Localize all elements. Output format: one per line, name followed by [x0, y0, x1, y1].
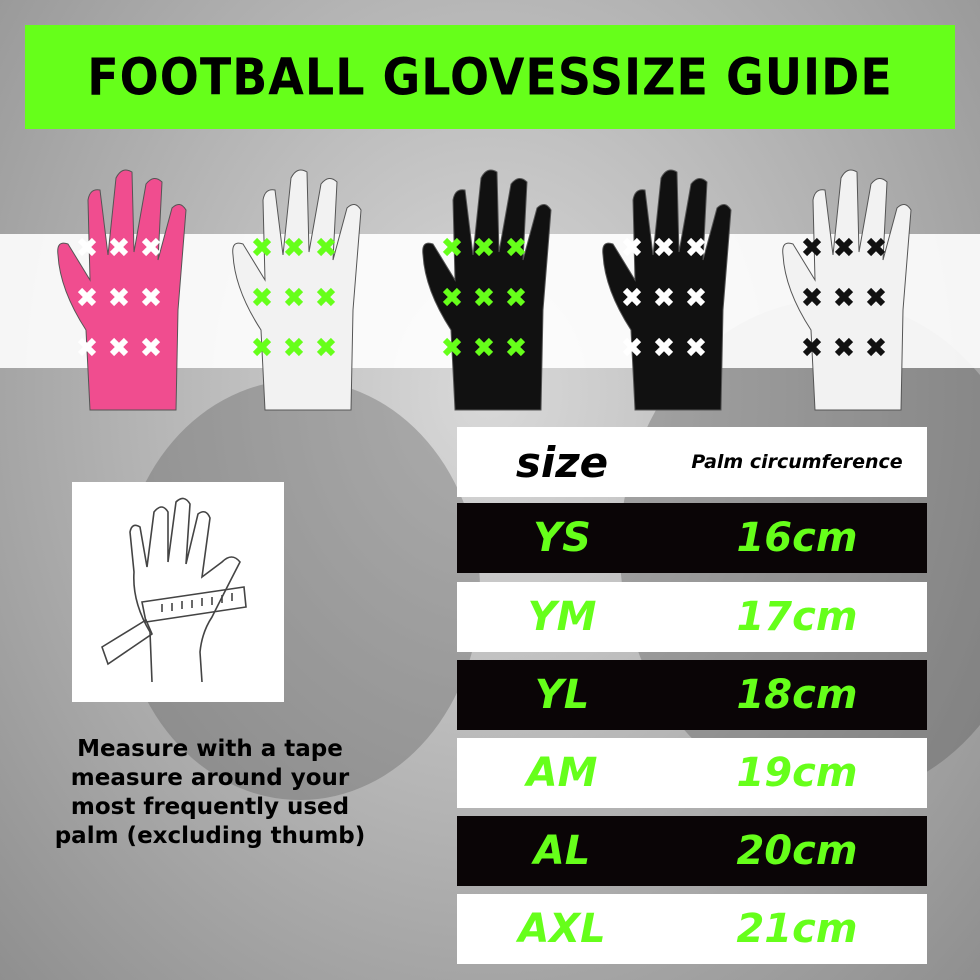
header-size: size	[515, 437, 609, 487]
size-cell: AL	[533, 828, 591, 874]
table-row: AXL 21cm	[457, 894, 927, 964]
size-cell: AXL	[518, 906, 606, 952]
palm-cell: 17cm	[736, 594, 858, 640]
table-row: AM 19cm	[457, 738, 927, 808]
palm-cell: 18cm	[736, 672, 858, 718]
page-title: FOOTBALL GLOVESSIZE GUIDE	[87, 47, 893, 107]
palm-cell: 21cm	[736, 906, 858, 952]
pink-diamond-glove	[45, 160, 205, 420]
table-row: YL 18cm	[457, 660, 927, 730]
header-palm-circumference: Palm circumference	[691, 450, 903, 473]
palm-cell: 16cm	[736, 515, 858, 561]
table-row: YS 16cm	[457, 503, 927, 573]
white-black-bolt-glove	[770, 160, 930, 420]
black-white-bolt-glove	[590, 160, 750, 420]
title-banner: FOOTBALL GLOVESSIZE GUIDE	[25, 25, 955, 129]
palm-cell: 20cm	[736, 828, 858, 874]
table-row: YM 17cm	[457, 582, 927, 652]
size-cell: YL	[534, 672, 590, 718]
palm-cell: 19cm	[736, 750, 858, 796]
hand-tape-icon	[101, 497, 247, 683]
size-cell: YS	[533, 515, 591, 561]
size-cell: AM	[526, 750, 598, 796]
table-row: AL 20cm	[457, 816, 927, 886]
white-green-x-glove	[220, 160, 380, 420]
black-green-x-glove	[410, 160, 570, 420]
table-header-row: size Palm circumference	[457, 427, 927, 497]
measure-instructions: Measure with a tape measure around your …	[54, 736, 366, 849]
hand-measure-illustration	[72, 482, 284, 702]
size-cell: YM	[527, 594, 597, 640]
